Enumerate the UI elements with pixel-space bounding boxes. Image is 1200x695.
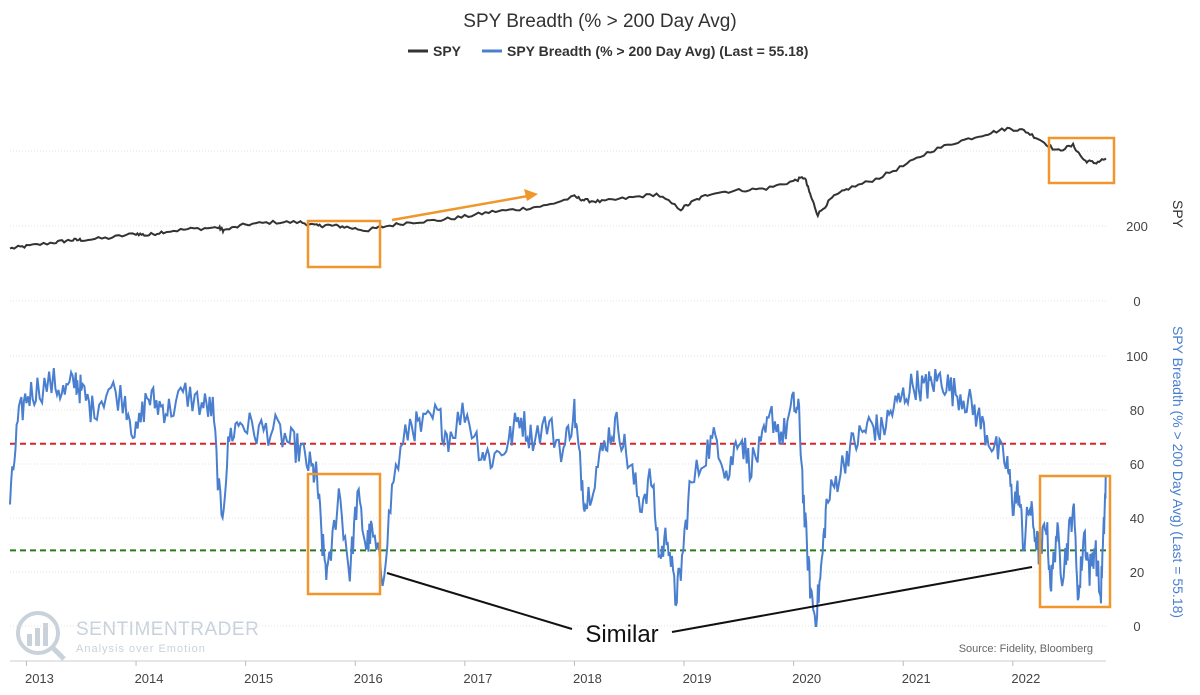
similar-pointer-left [386,572,573,630]
watermark-bar-icon-1 [27,634,32,646]
x-tick-label: 2021 [902,671,931,686]
upper-grid [10,150,1106,302]
x-tick-label: 2019 [683,671,712,686]
upper-y-ticks: 0 200 [1126,219,1148,309]
x-axis-ticks: 2013 2014 2015 2016 2017 2018 2019 2020 2021 2022 [25,661,1040,686]
lower-y-tick-label: 100 [1126,349,1148,364]
watermark-circle-icon [16,611,60,655]
upper-y-tick-label: 0 [1133,294,1140,309]
x-tick-label: 2016 [354,671,383,686]
similar-label: Similar [585,621,658,648]
lower-axis-title: SPY Breadth (% > 200 Day Avg) (Last = 55… [1170,326,1186,618]
watermark-brand: SENTIMENTRADER [76,619,259,640]
x-tick-label: 2015 [244,671,273,686]
legend-label-spy[interactable]: SPY [433,43,462,59]
watermark-bar-icon-3 [43,623,48,646]
similar-annotation: Similar [386,566,1033,648]
source-note: Source: Fidelity, Bloomberg [959,643,1093,655]
lower-y-ticks: 0 20 40 60 80 100 [1126,349,1148,634]
x-tick-label: 2018 [573,671,602,686]
x-tick-label: 2020 [792,671,821,686]
lower-y-tick-label: 20 [1130,565,1144,580]
trend-arrow-line [391,194,529,222]
watermark-bar-icon-2 [35,628,40,646]
x-tick-label: 2022 [1011,671,1040,686]
lower-y-tick-label: 40 [1130,511,1144,526]
upper-axis-title: SPY [1170,200,1186,229]
legend-label-breadth[interactable]: SPY Breadth (% > 200 Day Avg) (Last = 55… [507,43,808,59]
spy-series-line [9,126,1107,250]
watermark-logo: SENTIMENTRADER Analysis over Emotion [16,611,259,661]
highlight-box-breadth-2022 [1038,474,1112,609]
upper-y-tick-label: 200 [1126,219,1148,234]
highlight-boxes [306,136,1116,609]
highlight-box-spy-2016 [306,219,382,269]
highlight-box-breadth-2016 [306,472,382,596]
lower-y-tick-label: 0 [1133,619,1140,634]
highlight-box-spy-2022 [1047,136,1116,185]
similar-pointer-right [671,566,1033,633]
x-tick-label: 2014 [135,671,164,686]
x-tick-label: 2013 [25,671,54,686]
lower-y-tick-label: 60 [1130,457,1144,472]
watermark-tagline: Analysis over Emotion [76,643,206,655]
trend-arrow-head-icon [524,189,538,201]
lower-y-tick-label: 80 [1130,403,1144,418]
x-tick-label: 2017 [463,671,492,686]
watermark-handle-icon [50,645,66,661]
breadth-series-line [9,368,1107,627]
reference-lines [10,442,1106,552]
legend: SPY SPY Breadth (% > 200 Day Avg) (Last … [408,43,808,59]
chart-title: SPY Breadth (% > 200 Day Avg) [463,11,736,32]
lower-grid [10,355,1106,627]
